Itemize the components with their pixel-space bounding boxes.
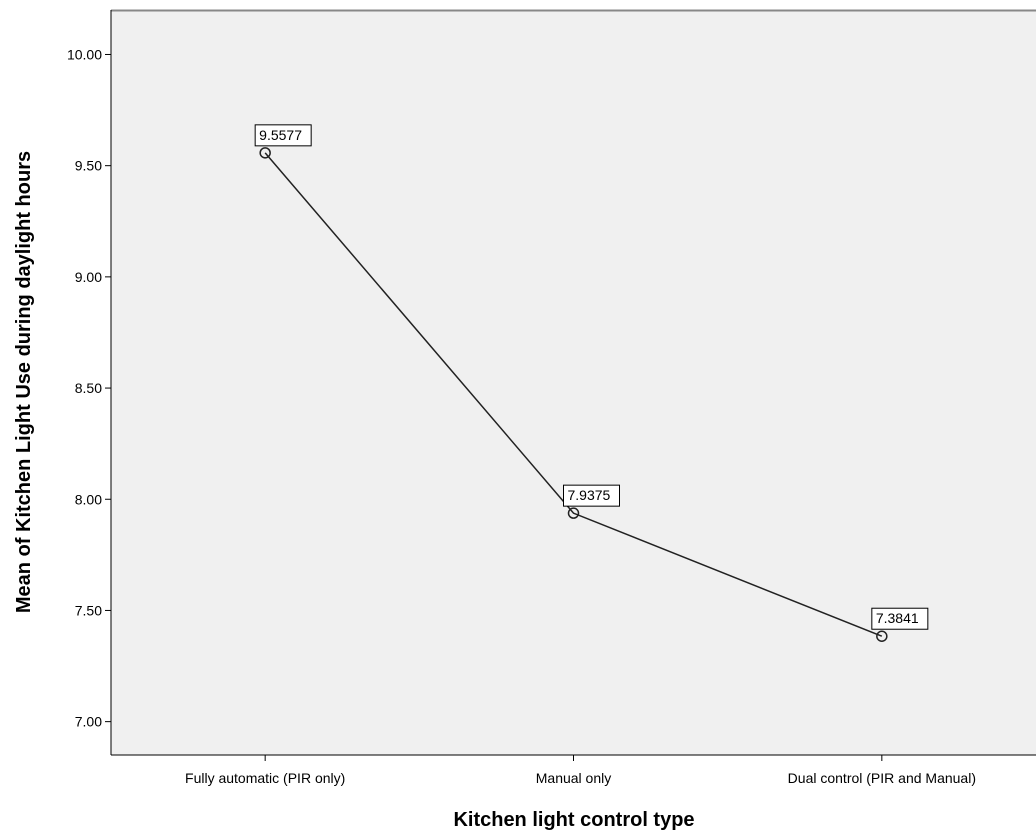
- x-tick-label: Manual only: [536, 770, 612, 786]
- y-tick-label: 7.00: [75, 714, 102, 730]
- data-label-box: [871, 607, 929, 630]
- y-tick-label: 7.50: [75, 602, 102, 618]
- data-label: 9.5577: [259, 127, 302, 143]
- data-labels-group: 9.5577 7.9375 7.3841: [254, 124, 929, 630]
- y-axis-ticks: 7.00 7.50 8.00 8.50 9.00 9.50 10.00: [67, 46, 111, 730]
- data-point: [567, 507, 580, 519]
- y-tick-label: 8.00: [75, 491, 102, 507]
- y-tick-label: 9.00: [75, 269, 102, 285]
- x-axis-title: Kitchen light control type: [453, 809, 694, 831]
- y-tick-label: 10.00: [67, 46, 102, 62]
- data-label-box: [563, 484, 620, 507]
- series-line: [264, 152, 883, 637]
- plot-area: [111, 10, 1036, 755]
- y-tick-label: 9.50: [75, 158, 102, 174]
- y-tick-label: 8.50: [75, 380, 102, 396]
- x-tick-label: Fully automatic (PIR only): [185, 770, 345, 786]
- data-point: [876, 630, 888, 642]
- series-line-group: [259, 147, 888, 642]
- data-label: 7.3841: [876, 610, 919, 626]
- y-axis-title: Mean of Kitchen Light Use during dayligh…: [13, 151, 35, 613]
- x-axis-ticks: Fully automatic (PIR only) Manual only Dua…: [185, 755, 976, 786]
- x-tick-label: Dual control (PIR and Manual): [788, 770, 976, 786]
- data-label-box: [254, 124, 312, 147]
- data-label: 7.9375: [568, 487, 611, 503]
- data-point: [259, 147, 271, 159]
